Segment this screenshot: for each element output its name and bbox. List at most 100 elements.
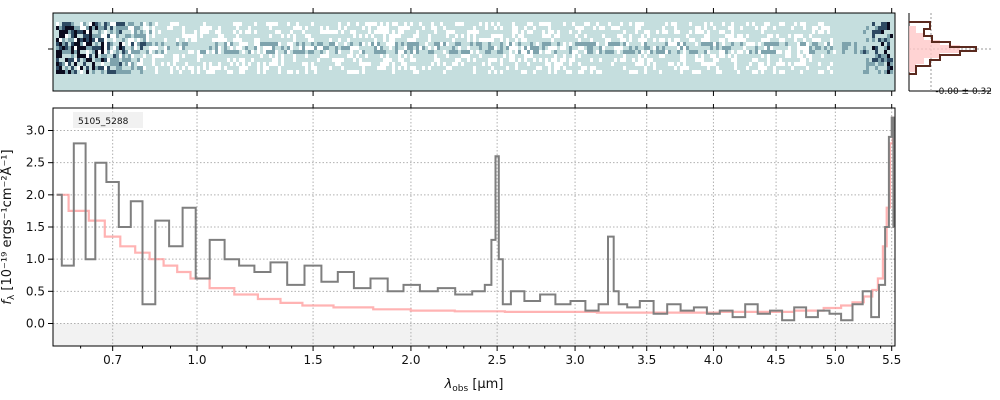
- spectrum-2d-pixel: [872, 58, 875, 62]
- spectrum-2d-pixel: [368, 30, 371, 34]
- spectrum-2d-pixel: [92, 66, 95, 70]
- spectrum-2d-pixel: [884, 26, 887, 30]
- spectrum-2d-pixel: [530, 46, 533, 50]
- spectrum-2d-pixel: [674, 66, 677, 70]
- spectrum-2d-pixel: [359, 42, 362, 46]
- spectrum-2d-pixel: [803, 38, 806, 42]
- spectrum-2d-pixel: [356, 54, 359, 58]
- spectrum-2d-pixel: [287, 46, 290, 50]
- spectrum-2d-pixel: [548, 26, 551, 30]
- spectrum-2d-pixel: [347, 70, 350, 74]
- spectrum-2d-pixel: [731, 58, 734, 62]
- spectrum-2d-pixel: [863, 46, 866, 50]
- spectrum-2d-pixel: [56, 66, 59, 70]
- spectrum-2d-pixel: [608, 22, 611, 26]
- spectrum-2d-pixel: [371, 22, 374, 26]
- spectrum-2d-pixel: [326, 46, 329, 50]
- spectrum-2d-pixel: [173, 54, 176, 58]
- spectrum-2d-pixel: [311, 62, 314, 66]
- spectrum-2d-pixel: [329, 66, 332, 70]
- spectrum-2d-pixel: [641, 38, 644, 42]
- spectrum-2d-pixel: [725, 50, 728, 54]
- spectrum-2d-pixel: [509, 54, 512, 58]
- spectrum-2d-pixel: [629, 46, 632, 50]
- spectrum-2d-pixel: [86, 30, 89, 34]
- spectrum-2d-pixel: [269, 34, 272, 38]
- spectrum-2d-pixel: [452, 50, 455, 54]
- spectrum-2d-pixel: [860, 50, 863, 54]
- spectrum-2d-pixel: [737, 34, 740, 38]
- spectrum-2d-pixel: [194, 38, 197, 42]
- spectrum-2d-pixel: [89, 54, 92, 58]
- spectrum-2d-pixel: [230, 62, 233, 66]
- zero-band: [53, 323, 895, 346]
- spectrum-2d-pixel: [59, 70, 62, 74]
- spectrum-2d-pixel: [422, 26, 425, 30]
- spectrum-2d-pixel: [716, 46, 719, 50]
- spectrum-2d-pixel: [140, 30, 143, 34]
- spectrum-2d-pixel: [257, 50, 260, 54]
- spectrum-2d-pixel: [680, 70, 683, 74]
- spectrum-2d-pixel: [98, 38, 101, 42]
- spectrum-2d-pixel: [803, 46, 806, 50]
- spectrum-2d-pixel: [74, 70, 77, 74]
- spectrum-2d-pixel: [746, 66, 749, 70]
- spectrum-2d-pixel: [512, 42, 515, 46]
- spectrum-2d-pixel: [641, 22, 644, 26]
- spectrum-2d-pixel: [611, 62, 614, 66]
- spectrum-2d-pixel: [281, 46, 284, 50]
- spectrum-2d-pixel: [176, 58, 179, 62]
- spectrum-2d-pixel: [506, 38, 509, 42]
- spectrum-2d-pixel: [737, 70, 740, 74]
- spectrum-2d-pixel: [131, 50, 134, 54]
- spectrum-2d-pixel: [332, 58, 335, 62]
- spectrum-2d-pixel: [701, 38, 704, 42]
- spectrum-2d-pixel: [455, 34, 458, 38]
- spectrum-2d-pixel: [689, 38, 692, 42]
- spectrum-2d-pixel: [743, 46, 746, 50]
- spectrum-2d-pixel: [62, 38, 65, 42]
- spectrum-2d-pixel: [272, 22, 275, 26]
- spectrum-2d-pixel: [497, 22, 500, 26]
- spectrum-2d-pixel: [113, 34, 116, 38]
- spectrum-2d-pixel: [296, 42, 299, 46]
- spectrum-2d-pixel: [65, 22, 68, 26]
- spectrum-2d-pixel: [623, 42, 626, 46]
- spectrum-2d-pixel: [290, 30, 293, 34]
- spectrum-2d-pixel: [341, 66, 344, 70]
- spectrum-2d-pixel: [191, 70, 194, 74]
- spectrum-2d-pixel: [278, 66, 281, 70]
- spectrum-2d-pixel: [305, 46, 308, 50]
- spectrum-2d-pixel: [704, 62, 707, 66]
- spectrum-2d-pixel: [647, 58, 650, 62]
- spectrum-2d-pixel: [872, 22, 875, 26]
- spectrum-2d-pixel: [590, 42, 593, 46]
- spectrum-2d-pixel: [77, 38, 80, 42]
- spectrum-2d-pixel: [797, 62, 800, 66]
- spectrum-2d-pixel: [815, 46, 818, 50]
- spectrum-2d-pixel: [275, 54, 278, 58]
- spectrum-2d-pixel: [179, 46, 182, 50]
- spectrum-2d-pixel: [287, 22, 290, 26]
- spectrum-2d-pixel: [710, 42, 713, 46]
- spectrum-2d-pixel: [389, 58, 392, 62]
- spectrum-2d-pixel: [203, 50, 206, 54]
- spectrum-2d-pixel: [542, 34, 545, 38]
- spectrum-2d-pixel: [719, 54, 722, 58]
- spectrum-2d-pixel: [122, 42, 125, 46]
- spectrum-2d-pixel: [275, 22, 278, 26]
- spectrum-2d-pixel: [257, 62, 260, 66]
- spectrum-2d-pixel: [473, 58, 476, 62]
- spectrum-2d-pixel: [470, 30, 473, 34]
- spectrum-2d-pixel: [101, 66, 104, 70]
- spectrum-2d-pixel: [275, 30, 278, 34]
- spectrum-2d-pixel: [263, 66, 266, 70]
- spectrum-2d-pixel: [158, 54, 161, 58]
- spectrum-2d-pixel: [245, 30, 248, 34]
- spectrum-2d-pixel: [455, 22, 458, 26]
- spectrum-2d-pixel: [491, 58, 494, 62]
- spectrum-2d-pixel: [587, 46, 590, 50]
- spectrum-2d-pixel: [638, 50, 641, 54]
- spectrum-2d-pixel: [128, 42, 131, 46]
- spectrum-2d-pixel: [680, 66, 683, 70]
